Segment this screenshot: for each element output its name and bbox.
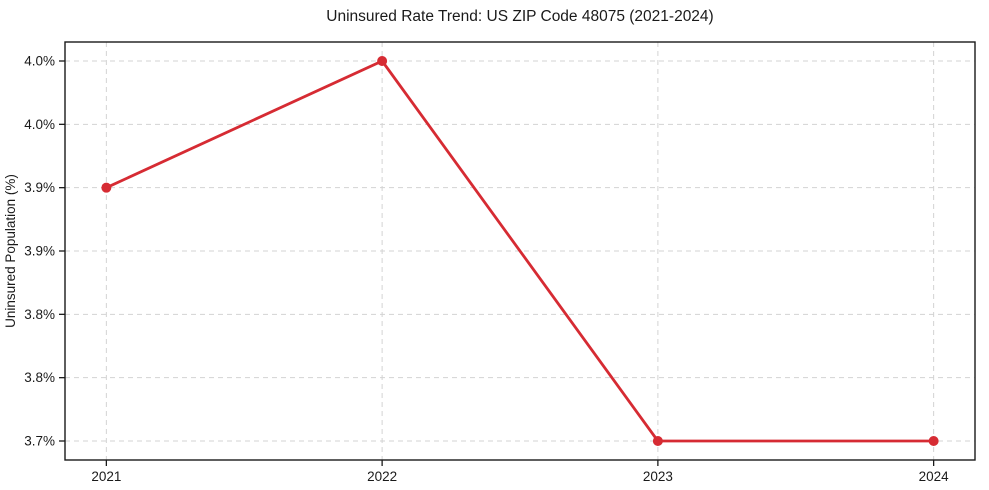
y-tick-label: 4.0% <box>24 117 55 132</box>
y-tick-label: 4.0% <box>24 54 55 69</box>
x-tick-label: 2023 <box>643 469 673 484</box>
y-tick-label: 3.9% <box>24 180 55 195</box>
trend-line <box>104 59 936 443</box>
data-point-marker <box>928 436 939 446</box>
data-point-marker <box>101 182 112 193</box>
y-tick-label: 3.8% <box>24 370 55 385</box>
x-tick-label: 2021 <box>91 469 121 484</box>
x-tick-label: 2024 <box>919 469 950 484</box>
plot-area-border <box>64 41 976 461</box>
y-tick-label: 3.9% <box>24 244 55 259</box>
axis-tick-labels: 3.7% 3.8% 3.8% 3.9% 3.9% 4.0% 4.0% 2021 2022 2023… <box>24 54 949 485</box>
trend-line-series <box>101 56 939 446</box>
data-point-marker <box>377 56 388 66</box>
x-tick-label: 2022 <box>367 469 397 484</box>
axis-ticks <box>59 60 935 466</box>
data-point-marker <box>652 436 663 446</box>
chart-title: Uninsured Rate Trend: US ZIP Code 48075 … <box>326 8 713 25</box>
y-tick-label: 3.7% <box>24 434 55 449</box>
y-tick-label: 3.8% <box>24 307 55 322</box>
y-axis-label: Uninsured Population (%) <box>3 174 18 328</box>
